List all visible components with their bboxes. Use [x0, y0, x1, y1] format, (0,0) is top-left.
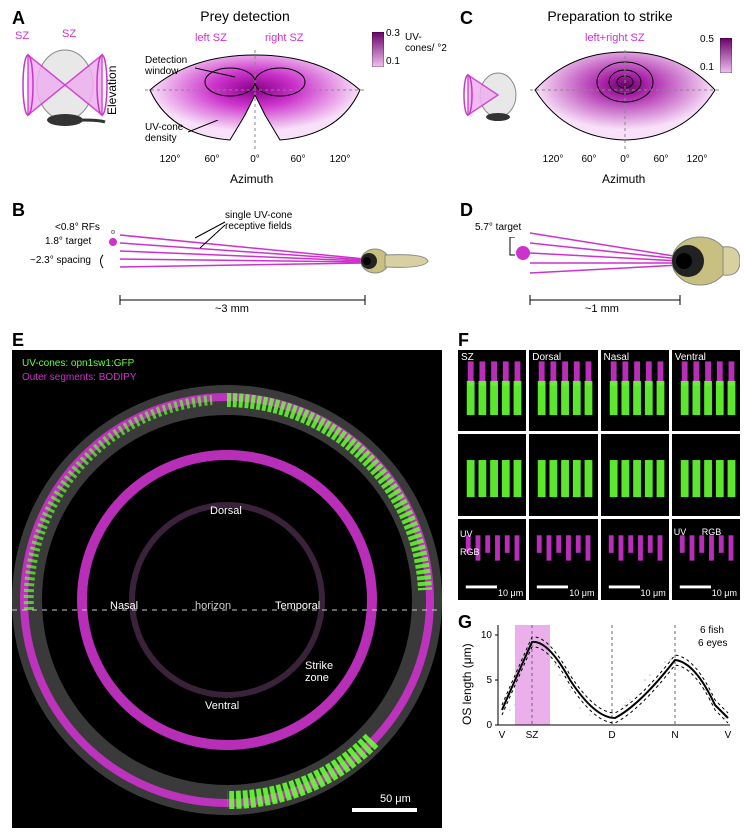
lr-sz-label: left+right SZ: [585, 32, 645, 44]
panel-label-a: A: [12, 8, 25, 29]
single-rf-label: single UV-cone receptive fields: [225, 210, 292, 232]
svg-text:120°: 120°: [687, 154, 708, 165]
panel-label-e: E: [12, 330, 24, 351]
f-rgb-label: RGB: [460, 547, 480, 557]
azimuth-label-a: Azimuth: [230, 172, 273, 186]
panel-label-b: B: [12, 200, 25, 221]
cb-a-bottom: 0.1: [386, 56, 400, 67]
colorbar-a: [372, 32, 384, 67]
cb-a-label: UV- cones/ °2: [405, 32, 447, 54]
left-sz-label: left SZ: [195, 32, 227, 44]
e-horizon: horizon: [195, 600, 231, 612]
panel-label-g: G: [458, 612, 472, 633]
panel-label-d: D: [460, 200, 473, 221]
svg-text:D: D: [608, 730, 615, 741]
cb-c-top: 0.5: [700, 34, 714, 45]
density-arrow: [188, 120, 223, 138]
svg-text:V: V: [725, 730, 732, 741]
e-legend2: Outer segments: BODIPY: [22, 372, 137, 383]
f-uv-label2: UV: [674, 527, 687, 537]
azimuth-label-c: Azimuth: [602, 172, 645, 186]
distance-d: ~1 mm: [585, 303, 619, 315]
f-cell: [529, 434, 597, 515]
rf-arrows: [195, 220, 235, 250]
g-ylabel: OS length (μm): [460, 643, 474, 725]
panel-f-grid: SZ Dorsal Nasal Ventral UV RGB 10 μm 10 μm 10 μm…: [458, 350, 740, 600]
f-col-label: Dorsal: [532, 352, 561, 363]
elevation-label: Elevation: [105, 66, 119, 115]
panel-label-c: C: [460, 8, 473, 29]
f-cell: UV RGB 10 μm: [458, 519, 526, 600]
f-scalebar-label: 10 μm: [569, 588, 594, 598]
heatmap-c: 120° 60° 0° 60° 120°: [525, 40, 725, 170]
svg-text:5: 5: [486, 675, 492, 686]
svg-text:0: 0: [486, 720, 492, 731]
e-strike-zone: Strike zone: [305, 660, 333, 684]
f-cell: SZ: [458, 350, 526, 431]
f-cell: Ventral: [672, 350, 740, 431]
f-rgb-label2: RGB: [702, 527, 722, 537]
sz-label-left: SZ: [15, 30, 29, 42]
sz-label-right: SZ: [62, 28, 76, 40]
svg-text:0°: 0°: [250, 154, 260, 165]
f-cell: 10 μm: [529, 519, 597, 600]
panel-a-title: Prey detection: [145, 8, 345, 24]
right-sz-label: right SZ: [265, 32, 304, 44]
g-neyes: 6 eyes: [698, 638, 727, 649]
panel-c-title: Preparation to strike: [510, 8, 710, 24]
f-cell: [458, 434, 526, 515]
f-uv-label: UV: [460, 529, 473, 539]
rf-label: <0.8° RFs: [55, 222, 100, 233]
svg-text:120°: 120°: [330, 154, 351, 165]
uv-cone-density-label: UV-cone density: [145, 122, 183, 144]
panel-label-f: F: [458, 330, 469, 351]
svg-text:10: 10: [481, 630, 493, 641]
e-ventral: Ventral: [205, 700, 239, 712]
f-scalebar-label: 10 μm: [498, 588, 523, 598]
e-legend1: UV-cones: opn1sw1:GFP: [22, 358, 134, 369]
colorbar-c: [720, 38, 732, 73]
detection-window-label: Detection window: [145, 55, 187, 77]
g-nfish: 6 fish: [700, 625, 724, 636]
svg-text:60°: 60°: [204, 154, 219, 165]
svg-text:N: N: [671, 730, 678, 741]
cone-diagram-c: [460, 65, 525, 125]
detection-arrow: [195, 63, 245, 83]
cb-a-top: 0.3: [386, 28, 400, 39]
f-col-label: Ventral: [675, 352, 706, 363]
d-bracket: [508, 237, 518, 257]
e-scalebar: 50 μm: [380, 793, 411, 805]
e-temporal: Temporal: [275, 600, 320, 612]
f-cell: UV RGB 10 μm: [672, 519, 740, 600]
e-nasal: Nasal: [110, 600, 138, 612]
f-cell: Nasal: [601, 350, 669, 431]
f-scalebar-label: 10 μm: [712, 588, 737, 598]
svg-text:V: V: [499, 730, 506, 741]
target-label-d: 5.7° target: [475, 222, 521, 233]
distance-b: ~3 mm: [215, 303, 249, 315]
f-cell: 10 μm: [601, 519, 669, 600]
f-cell: [601, 434, 669, 515]
f-scalebar-label: 10 μm: [641, 588, 666, 598]
svg-text:60°: 60°: [290, 154, 305, 165]
cone-diagram-a: [10, 40, 110, 130]
panel-e-image: [12, 350, 442, 828]
svg-text:SZ: SZ: [526, 730, 539, 741]
f-col-label: Nasal: [604, 352, 630, 363]
e-dorsal: Dorsal: [210, 505, 242, 517]
svg-text:60°: 60°: [581, 154, 596, 165]
spacing-label: ~2.3° spacing: [30, 255, 91, 266]
svg-text:60°: 60°: [653, 154, 668, 165]
svg-text:120°: 120°: [160, 154, 181, 165]
target-label-b: 1.8° target: [45, 236, 91, 247]
svg-text:120°: 120°: [543, 154, 564, 165]
f-cell: Dorsal: [529, 350, 597, 431]
svg-text:0°: 0°: [620, 154, 630, 165]
f-col-label: SZ: [461, 352, 474, 363]
cb-c-bottom: 0.1: [700, 62, 714, 73]
f-cell: [672, 434, 740, 515]
